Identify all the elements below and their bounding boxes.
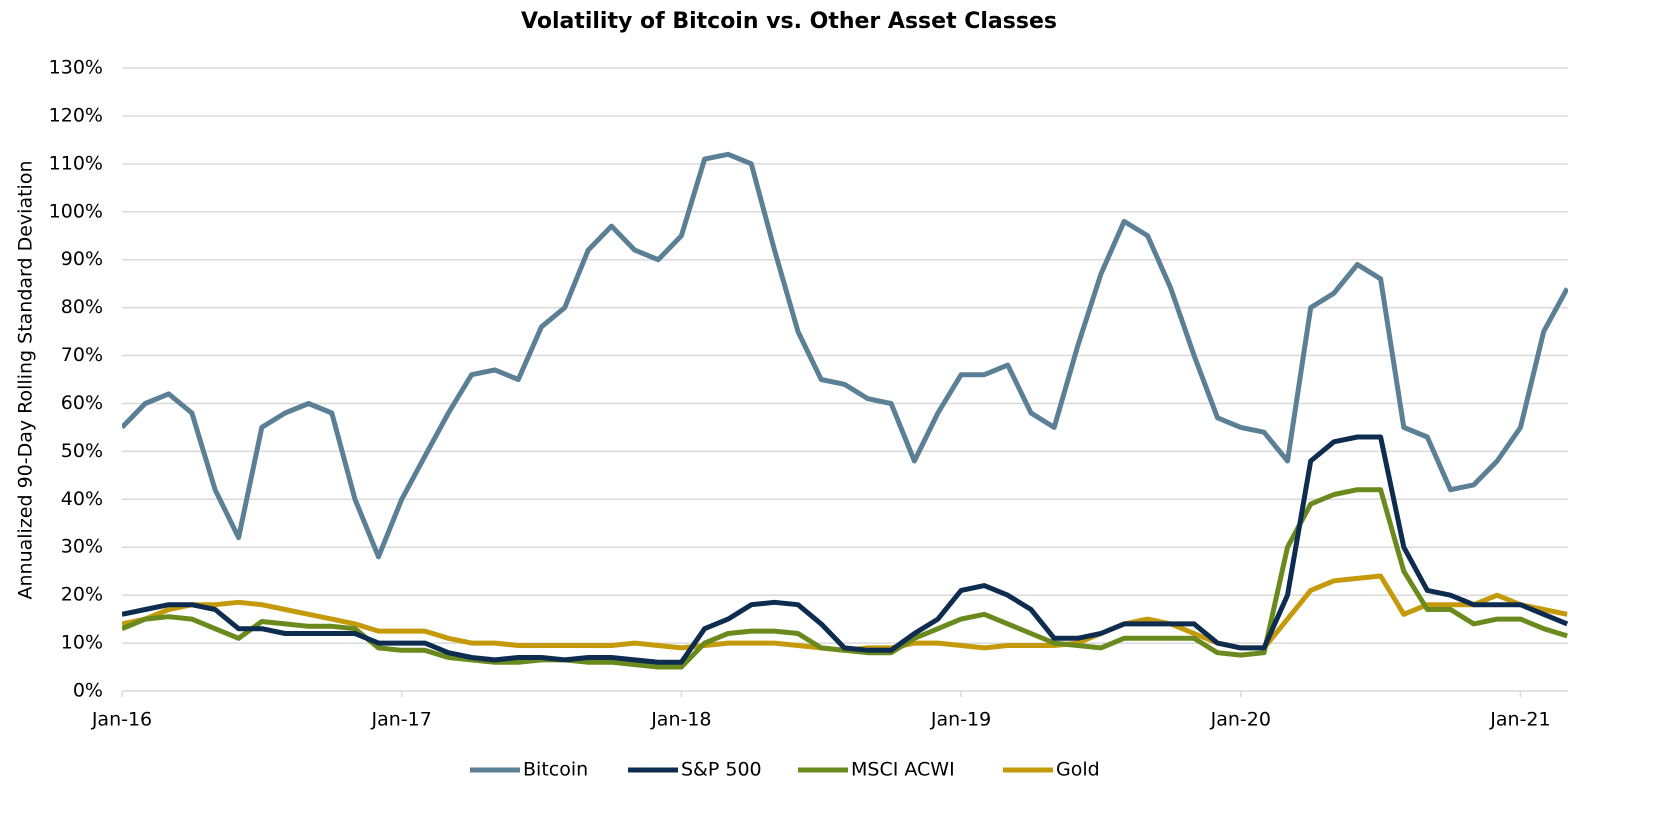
legend-label: Bitcoin xyxy=(523,759,588,781)
x-tick-label: Jan-18 xyxy=(650,709,711,731)
series-line xyxy=(122,151,1568,560)
y-tick-label: 100% xyxy=(49,200,103,222)
series-line xyxy=(122,573,1568,653)
y-tick-label: 30% xyxy=(61,536,103,558)
y-tick-label: 70% xyxy=(61,344,103,366)
x-tick-label: Jan-19 xyxy=(930,709,991,731)
chart-title: Volatility of Bitcoin vs. Other Asset Cl… xyxy=(521,9,1057,34)
y-axis-title: Annualized 90-Day Rolling Standard Devia… xyxy=(15,161,37,600)
y-tick-label: 40% xyxy=(61,488,103,510)
y-tick-label: 130% xyxy=(49,57,103,79)
y-tick-label: 10% xyxy=(61,632,103,654)
legend-label: S&P 500 xyxy=(681,759,762,781)
legend-label: Gold xyxy=(1056,759,1100,781)
y-tick-label: 120% xyxy=(49,104,103,126)
x-tick-label: Jan-16 xyxy=(91,709,152,731)
x-tick-label: Jan-21 xyxy=(1489,709,1550,731)
y-tick-label: 110% xyxy=(49,152,103,174)
y-tick-label: 0% xyxy=(73,680,103,702)
legend-label: MSCI ACWI xyxy=(851,759,955,781)
y-tick-label: 80% xyxy=(61,296,103,318)
x-tick-label: Jan-20 xyxy=(1210,709,1271,731)
y-tick-label: 20% xyxy=(61,584,103,606)
series-line xyxy=(122,434,1568,665)
x-tick-label: Jan-17 xyxy=(371,709,432,731)
y-tick-label: 60% xyxy=(61,392,103,414)
y-tick-label: 50% xyxy=(61,440,103,462)
y-tick-label: 90% xyxy=(61,248,103,270)
